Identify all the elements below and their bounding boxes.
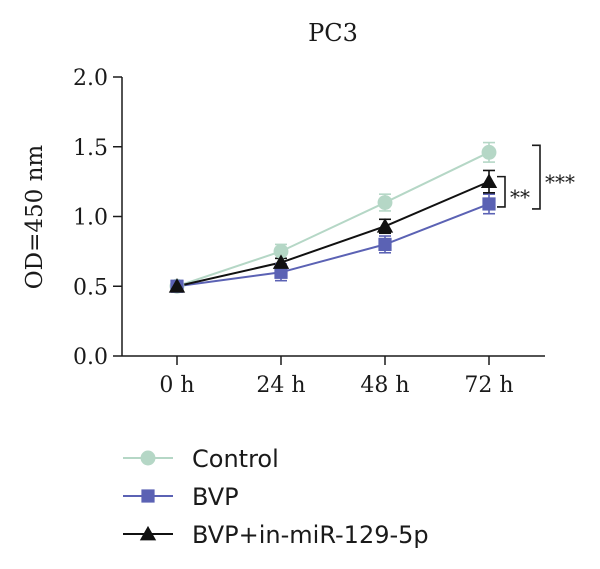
- y-tick-label: 0.5: [73, 275, 108, 300]
- data-point-BVP+in-miR-129-5p: [272, 254, 290, 269]
- data-point-BVP+in-miR-129-5p: [376, 218, 394, 233]
- series-line-Control: [176, 151, 490, 288]
- legend-label: BVP: [192, 483, 239, 511]
- significance-label: **: [510, 185, 530, 209]
- y-tick-label: 2.0: [73, 66, 108, 91]
- series-line-BVP+in-miR-129-5p: [176, 180, 490, 288]
- x-tick-label: 48 h: [360, 373, 409, 398]
- series-line-BVP: [176, 203, 490, 288]
- data-point-BVP: [482, 197, 496, 211]
- legend-marker: [139, 525, 157, 541]
- y-tick-label: 0.0: [73, 345, 108, 370]
- y-axis-label: OD=450 nm: [22, 145, 48, 290]
- data-point-Control: [377, 195, 393, 210]
- significance-bracket: [532, 144, 541, 210]
- data-point-BVP+in-miR-129-5p: [168, 278, 186, 293]
- x-tick-label: 24 h: [256, 373, 305, 398]
- x-axis: 0 h 24 h 48 h 72 h: [122, 355, 545, 398]
- series-layer: [168, 141, 498, 294]
- legend-marker: [141, 489, 155, 503]
- data-point-BVP+in-miR-129-5p: [480, 173, 498, 188]
- chart-title: PC3: [308, 19, 358, 47]
- legend-label: BVP+in-miR-129-5p: [192, 521, 429, 549]
- significance-annotations: *****: [497, 144, 575, 210]
- y-axis: 0.0 0.5 1.0 1.5 2.0: [73, 66, 123, 370]
- legend-label: Control: [192, 445, 279, 473]
- x-tick-label: 0 h: [159, 373, 194, 398]
- data-point-BVP: [274, 265, 288, 279]
- legend-marker: [140, 450, 156, 466]
- data-point-Control: [481, 144, 497, 160]
- y-tick-label: 1.5: [73, 136, 108, 161]
- y-tick-label: 1.0: [73, 206, 108, 231]
- legend: Control BVP BVP+in-miR-129-5p: [123, 445, 429, 549]
- x-tick-label: 72 h: [464, 373, 513, 398]
- data-point-BVP: [378, 237, 392, 251]
- significance-label: ***: [545, 170, 575, 194]
- significance-bracket: [497, 175, 506, 208]
- data-point-Control: [273, 243, 289, 259]
